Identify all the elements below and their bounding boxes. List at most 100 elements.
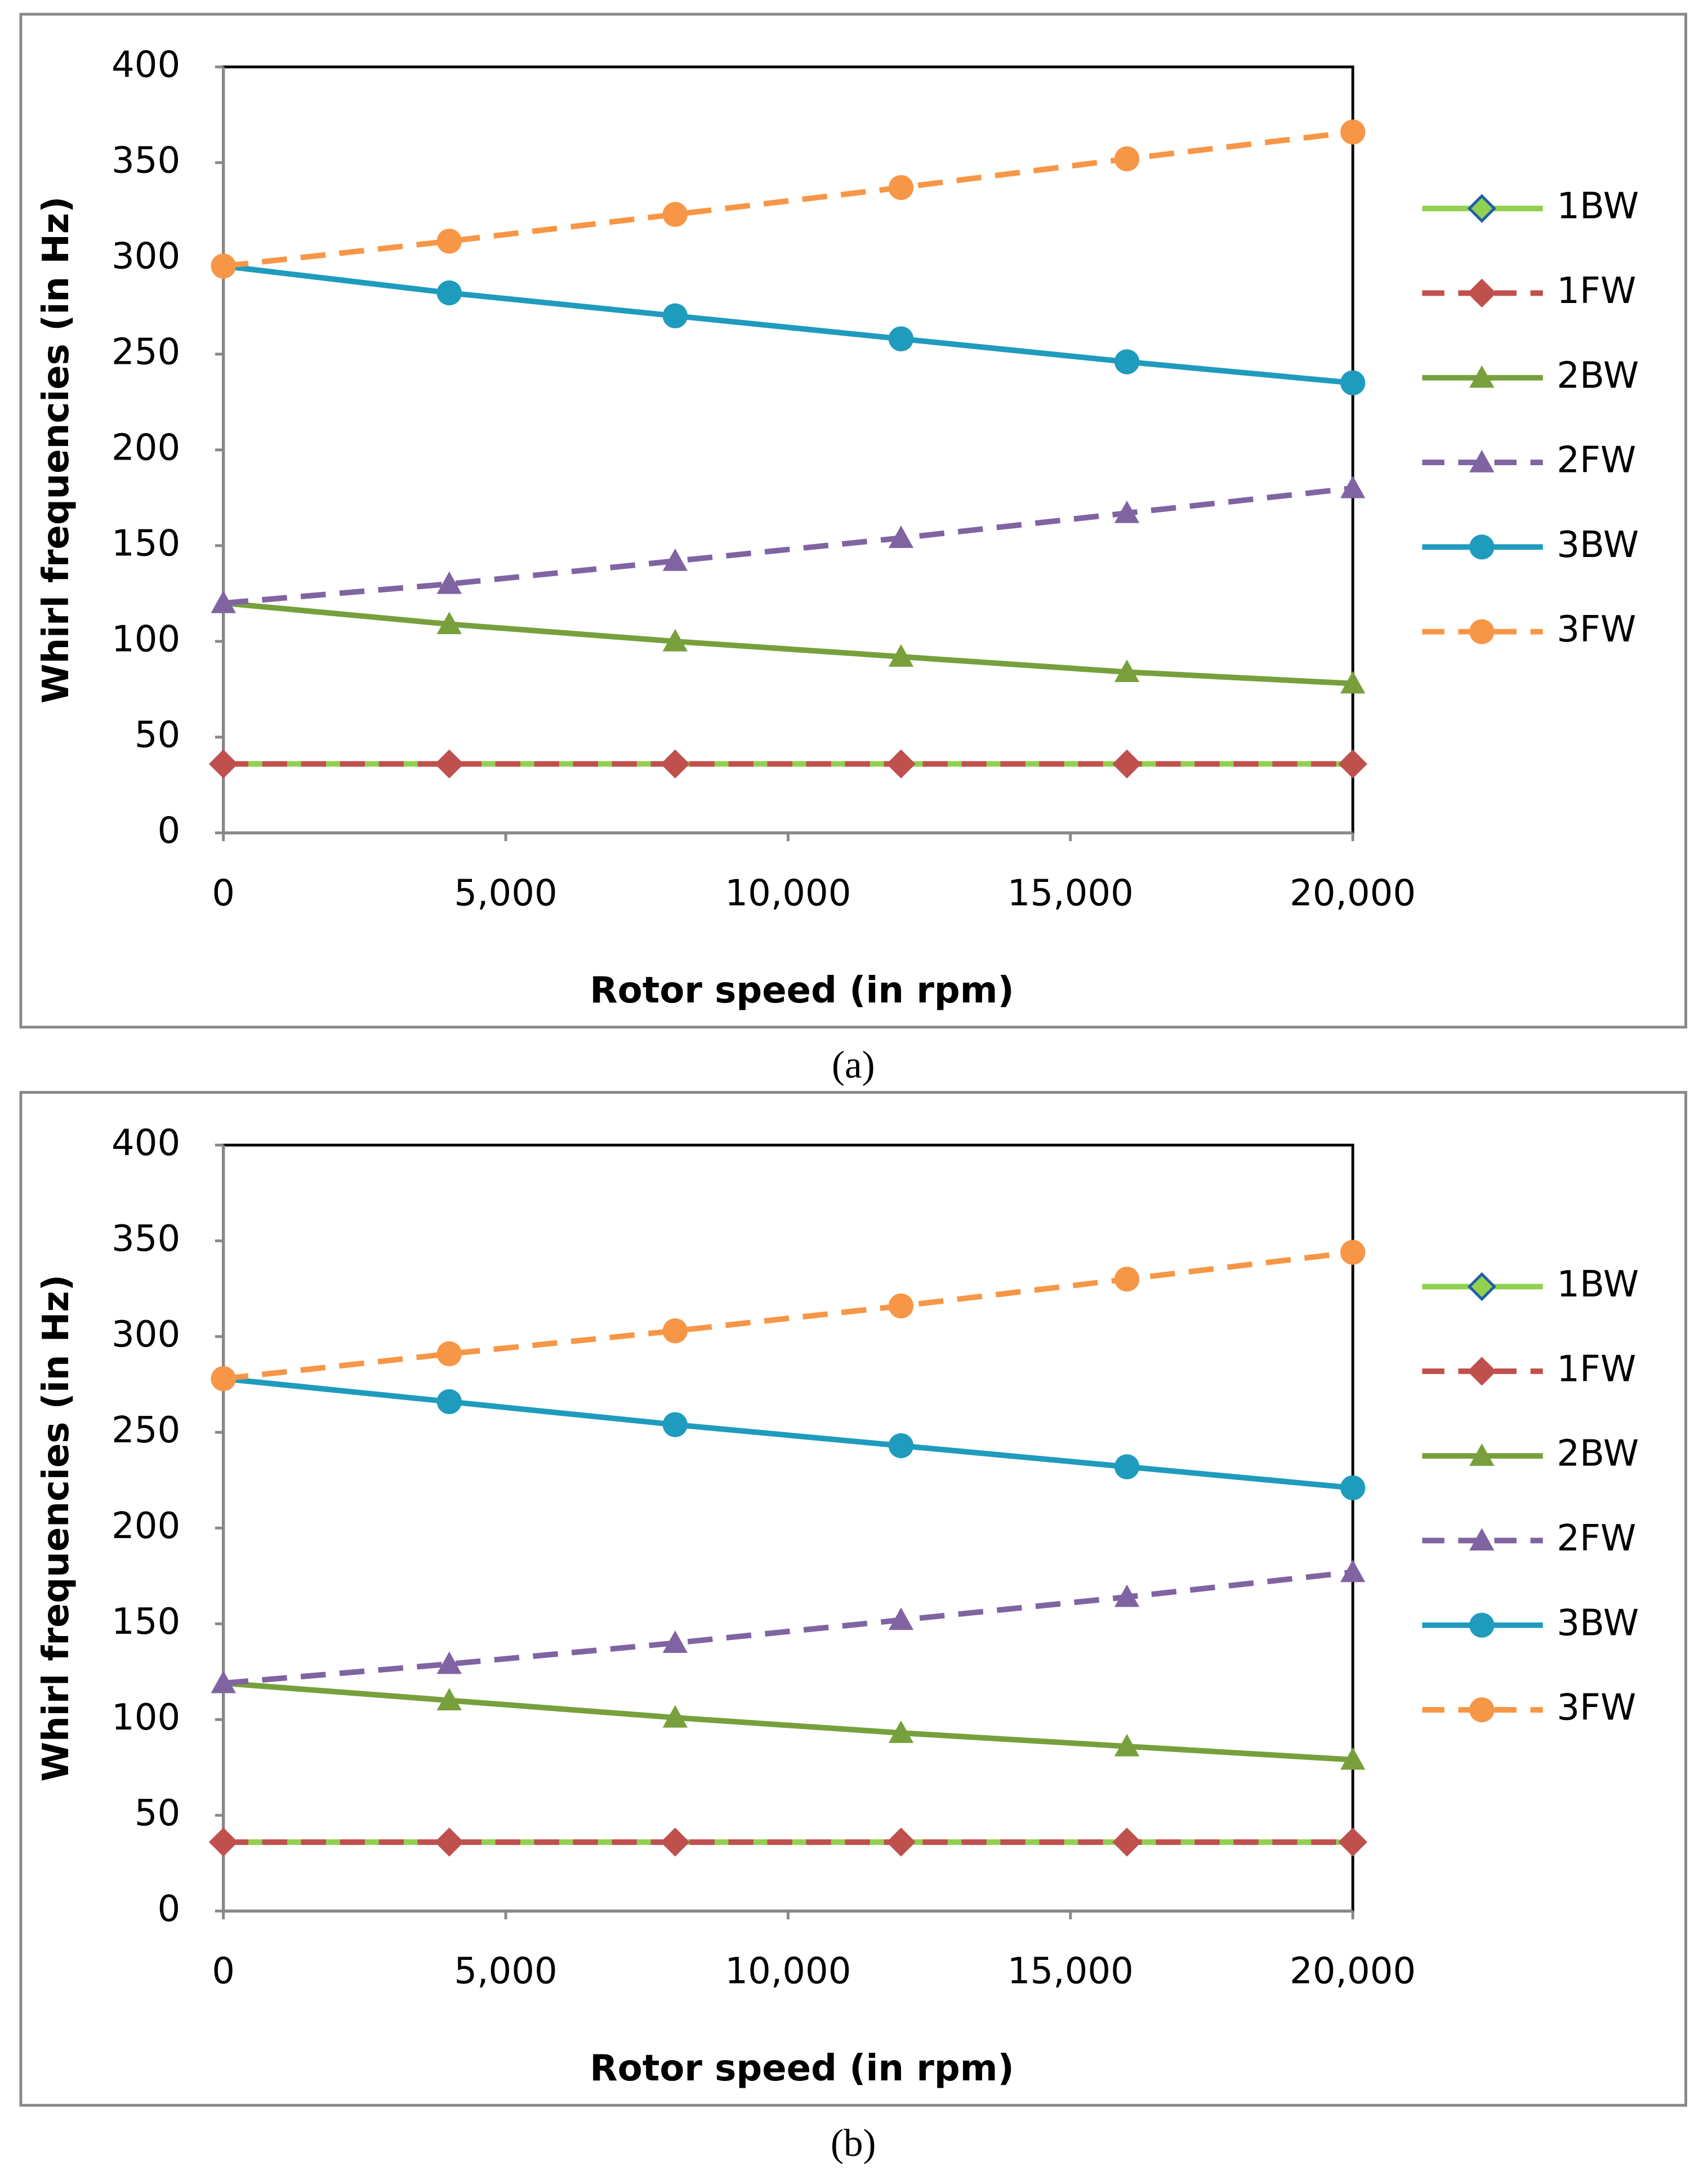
series-line	[223, 1680, 1353, 1763]
x-tick-label: 5,000	[454, 872, 557, 914]
x-axis-label: Rotor speed (in rpm)	[590, 2048, 1014, 2089]
series-line	[223, 129, 1353, 269]
marker	[662, 1412, 688, 1437]
marker	[661, 1828, 690, 1857]
marker	[1112, 1828, 1141, 1857]
y-tick-label: 0	[158, 1888, 181, 1930]
y-axis-label: Whirl frequencies (in Hz)	[35, 197, 77, 703]
x-tick-label: 0	[212, 1951, 235, 1993]
marker	[1114, 1733, 1140, 1757]
y-tick-label: 250	[112, 331, 180, 373]
marker	[1338, 1828, 1367, 1857]
y-tick-label: 200	[112, 1505, 180, 1547]
chart-frame	[19, 12, 1688, 1029]
x-tick-label: 15,000	[1007, 872, 1134, 914]
marker	[662, 629, 688, 652]
marker	[436, 612, 462, 635]
chart-frame	[19, 1091, 1688, 2107]
marker	[1469, 534, 1495, 560]
marker	[1467, 278, 1497, 308]
marker	[888, 644, 914, 667]
marker	[1340, 671, 1366, 694]
marker	[436, 571, 462, 594]
legend-label: 1FW	[1557, 1348, 1636, 1390]
marker	[1469, 365, 1495, 388]
marker	[662, 303, 688, 329]
marker	[435, 1828, 464, 1857]
marker	[1467, 1272, 1497, 1302]
caption: (a)	[832, 1044, 875, 1086]
y-tick-label: 150	[112, 523, 180, 564]
x-tick-label: 10,000	[725, 1951, 851, 1993]
x-axis-label: Rotor speed (in rpm)	[590, 970, 1014, 1011]
y-tick-label: 400	[112, 1122, 180, 1164]
legend-label: 1BW	[1557, 1264, 1639, 1305]
y-tick-label: 250	[112, 1410, 180, 1451]
y-tick-label: 350	[112, 140, 180, 181]
y-tick-label: 50	[135, 1793, 181, 1834]
x-tick-label: 10,000	[725, 872, 851, 914]
marker	[888, 1293, 914, 1319]
marker	[1469, 1443, 1495, 1466]
marker	[436, 1688, 462, 1711]
marker	[1469, 449, 1495, 473]
marker	[435, 749, 464, 779]
marker	[209, 1828, 238, 1857]
marker	[211, 590, 236, 613]
x-tick-label: 20,000	[1290, 1951, 1416, 1993]
y-tick-label: 0	[158, 810, 181, 852]
legend-label: 1BW	[1557, 186, 1639, 228]
y-tick-label: 150	[112, 1601, 180, 1643]
series-line	[223, 1376, 1353, 1491]
legend-label: 3FW	[1557, 609, 1636, 650]
marker	[888, 326, 914, 351]
marker	[211, 1366, 236, 1392]
marker	[1340, 370, 1366, 396]
y-tick-label: 100	[112, 1697, 180, 1739]
marker	[888, 1607, 914, 1630]
marker	[1469, 619, 1495, 644]
marker	[1114, 1584, 1140, 1607]
marker	[209, 749, 238, 779]
series-line	[223, 1249, 1353, 1381]
y-axis-label: Whirl frequencies (in Hz)	[35, 1274, 77, 1781]
marker	[888, 1433, 914, 1459]
marker	[1114, 500, 1140, 523]
series-line	[223, 263, 1353, 386]
marker	[1340, 1475, 1366, 1501]
marker	[1114, 1267, 1140, 1292]
marker	[1338, 749, 1367, 779]
legend-label: 3BW	[1557, 524, 1639, 566]
marker	[662, 202, 688, 227]
y-tick-label: 100	[112, 618, 180, 660]
marker	[1340, 1747, 1366, 1770]
marker	[1340, 1240, 1366, 1265]
x-tick-label: 15,000	[1007, 1951, 1134, 1993]
marker	[1112, 749, 1141, 779]
y-tick-label: 50	[135, 714, 181, 756]
y-tick-label: 300	[112, 235, 180, 277]
y-tick-label: 300	[112, 1314, 180, 1356]
marker	[888, 525, 914, 549]
marker	[662, 1318, 688, 1344]
marker	[662, 1705, 688, 1728]
legend-label: 2FW	[1557, 1518, 1636, 1559]
x-tick-label: 0	[212, 872, 235, 914]
series-line	[223, 485, 1353, 606]
marker	[886, 749, 916, 779]
legend-label: 2BW	[1557, 1433, 1639, 1475]
marker	[211, 1670, 236, 1693]
plot-area	[222, 65, 1354, 835]
marker	[1340, 119, 1366, 145]
marker	[888, 175, 914, 200]
marker	[1467, 194, 1497, 223]
series-line	[223, 1569, 1353, 1686]
marker	[436, 229, 462, 254]
marker	[1469, 1528, 1495, 1551]
marker	[1114, 146, 1140, 172]
marker	[436, 1651, 462, 1674]
marker	[1340, 1559, 1366, 1583]
marker	[436, 280, 462, 306]
